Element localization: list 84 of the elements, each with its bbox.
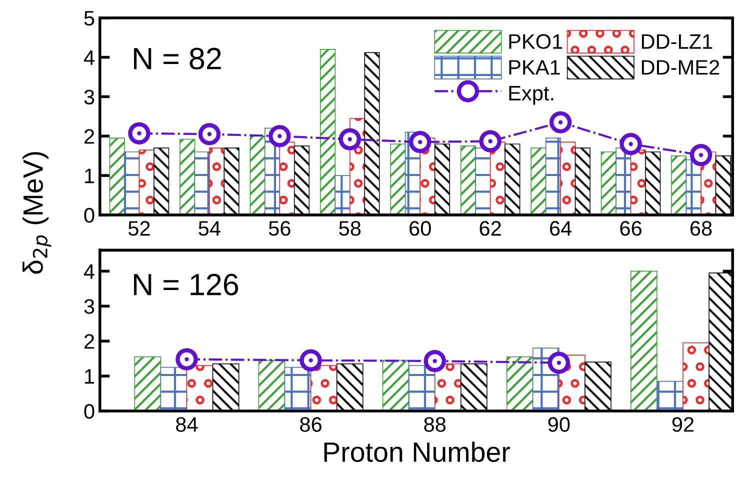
bar xyxy=(382,360,410,412)
y-tick-label: 1 xyxy=(85,369,94,384)
bar xyxy=(294,146,310,215)
point xyxy=(198,123,221,146)
y-tick-label: 3 xyxy=(84,299,94,314)
bar xyxy=(194,151,210,215)
x-axis-title: Proton Number xyxy=(324,442,510,462)
bar xyxy=(209,148,225,215)
legend-label: PKA1 xyxy=(509,60,560,75)
bar xyxy=(584,362,612,412)
x-tick-label: 56 xyxy=(268,221,290,236)
annotation: N = 82 xyxy=(134,48,221,70)
bar xyxy=(390,144,406,215)
bar xyxy=(560,142,576,215)
bar xyxy=(109,138,125,215)
y-tick-label: 0 xyxy=(84,404,94,419)
bar xyxy=(506,356,534,412)
bar xyxy=(224,148,240,215)
y-tick-label: 4 xyxy=(84,264,94,279)
x-tick-label: 58 xyxy=(339,221,361,236)
bar xyxy=(180,138,196,215)
y-tick-label: 3 xyxy=(84,90,94,104)
point xyxy=(620,132,642,156)
legend-label: Expt. xyxy=(509,86,554,105)
x-tick-label: 52 xyxy=(128,221,150,236)
bar xyxy=(574,148,590,215)
bar xyxy=(250,136,266,215)
x-tick-label: 84 xyxy=(176,417,198,432)
bar xyxy=(138,149,154,215)
bar xyxy=(671,155,687,215)
x-tick-label: 60 xyxy=(410,221,431,236)
point xyxy=(128,122,150,144)
bar xyxy=(545,138,561,215)
bar xyxy=(320,48,336,215)
bar xyxy=(408,365,436,412)
point xyxy=(268,124,291,148)
bar xyxy=(134,356,162,412)
point xyxy=(479,130,502,152)
x-tick-label: 92 xyxy=(672,417,694,432)
y-axis-title: δ$_{2p}$ (MeV) xyxy=(22,152,52,274)
bar xyxy=(336,363,364,412)
bar xyxy=(645,151,661,215)
point xyxy=(690,144,712,166)
y-tick-label: 0 xyxy=(84,208,94,223)
bar xyxy=(160,366,188,412)
legend-label: DD-ME2 xyxy=(642,60,720,75)
x-tick-label: 54 xyxy=(198,221,220,236)
x-tick-label: 66 xyxy=(620,221,642,236)
x-tick-label: 86 xyxy=(300,417,322,432)
legend-label: PKO1 xyxy=(509,34,562,49)
bar xyxy=(310,365,338,412)
bar xyxy=(715,155,731,215)
y-tick-label: 2 xyxy=(84,129,94,144)
bar xyxy=(364,52,380,215)
bar xyxy=(630,270,658,412)
bar xyxy=(186,365,214,412)
bar xyxy=(212,363,240,412)
bar xyxy=(434,144,450,215)
bar xyxy=(460,363,488,412)
bar xyxy=(504,144,520,215)
bar xyxy=(530,148,546,215)
annotation: N = 126 xyxy=(134,274,238,296)
bar xyxy=(154,148,170,215)
bar xyxy=(258,360,286,412)
x-tick-label: 62 xyxy=(480,221,501,236)
bar xyxy=(284,366,312,412)
point xyxy=(338,128,362,150)
x-tick-label: 88 xyxy=(424,417,446,432)
y-tick-label: 2 xyxy=(84,334,94,349)
y-tick-label: 1 xyxy=(85,168,94,184)
point xyxy=(409,130,432,154)
bar xyxy=(334,175,350,215)
bar xyxy=(124,151,140,215)
x-tick-label: 64 xyxy=(550,221,572,236)
bar xyxy=(475,148,491,215)
bar xyxy=(460,146,476,215)
legend-label: DD-LZ1 xyxy=(642,34,712,49)
y-tick-label: 4 xyxy=(84,50,94,65)
bar xyxy=(656,380,684,412)
bar xyxy=(600,151,616,215)
y-tick-label: 5 xyxy=(84,11,94,26)
point xyxy=(549,111,572,134)
x-tick-label: 68 xyxy=(690,221,712,236)
x-tick-label: 90 xyxy=(548,417,570,432)
